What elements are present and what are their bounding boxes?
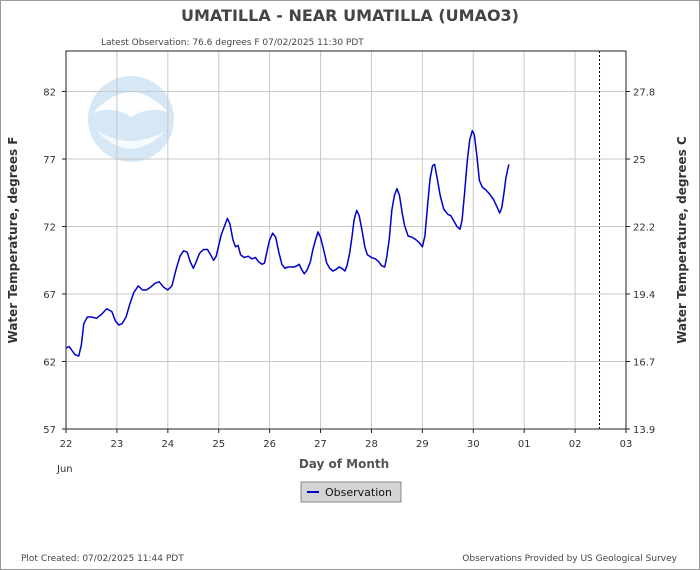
x-tick-label: 22 [60, 439, 73, 450]
y-left-tick-label: 82 [43, 88, 56, 99]
noaa-logo-bird [93, 92, 169, 117]
y-right-tick-label: 19.4 [633, 290, 655, 301]
x-tick-label: 03 [620, 439, 633, 450]
y-right-tick-label: 22.2 [633, 223, 655, 234]
x-tick-label: 28 [365, 439, 378, 450]
y-right-tick-label: 27.8 [633, 88, 655, 99]
noaa-logo-text: NOAA [110, 96, 152, 111]
x-axis-title: Day of Month [299, 457, 389, 471]
x-tick-label: 30 [467, 439, 480, 450]
x-tick-label: 29 [416, 439, 429, 450]
plot-area-border [65, 50, 627, 430]
chart-subtitle: Latest Observation: 76.6 degrees F 07/02… [101, 38, 364, 48]
x-tick-label: 25 [212, 439, 225, 450]
x-axis-month-label: Jun [56, 464, 73, 475]
legend: Observation [300, 481, 402, 503]
x-axis-ticks: 22 23 24 25 26 27 28 29 30 01 02 03 [60, 429, 633, 450]
y-left-tick-label: 72 [43, 223, 56, 234]
x-tick-label: 27 [314, 439, 327, 450]
plot-created-footer: Plot Created: 07/02/2025 11:44 PDT [21, 554, 184, 564]
x-tick-label: 24 [161, 439, 174, 450]
series-line-observation [65, 129, 510, 357]
noaa-logo-wave [97, 131, 165, 149]
y-axis-right-ticks: 13.9 16.7 19.4 22.2 25 27.8 [626, 88, 655, 436]
x-tick-label: 02 [569, 439, 582, 450]
x-tick-label: 01 [518, 439, 531, 450]
y-left-tick-label: 57 [43, 425, 56, 436]
noaa-logo: NOAA [88, 76, 174, 162]
y-axis-right-title: Water Temperature, degrees C [675, 136, 689, 344]
y-axis-left-ticks: 57 62 67 72 77 82 [43, 88, 66, 436]
y-axis-left-title: Water Temperature, degrees F [6, 137, 20, 344]
y-left-tick-label: 62 [43, 358, 56, 369]
noaa-logo-disc [88, 76, 174, 162]
legend-box [300, 481, 402, 503]
y-left-tick-label: 67 [43, 290, 56, 301]
y-right-tick-label: 25 [633, 155, 646, 166]
x-tick-label: 26 [263, 439, 276, 450]
data-provider-footer: Observations Provided by US Geological S… [462, 554, 677, 564]
y-left-tick-label: 77 [43, 155, 56, 166]
y-right-tick-label: 16.7 [633, 358, 655, 369]
x-tick-label: 23 [111, 439, 124, 450]
legend-label: Observation [325, 486, 392, 499]
series-lines [65, 129, 510, 357]
chart-title: UMATILLA - NEAR UMATILLA (UMAO3) [181, 6, 519, 25]
y-right-tick-label: 13.9 [633, 425, 655, 436]
